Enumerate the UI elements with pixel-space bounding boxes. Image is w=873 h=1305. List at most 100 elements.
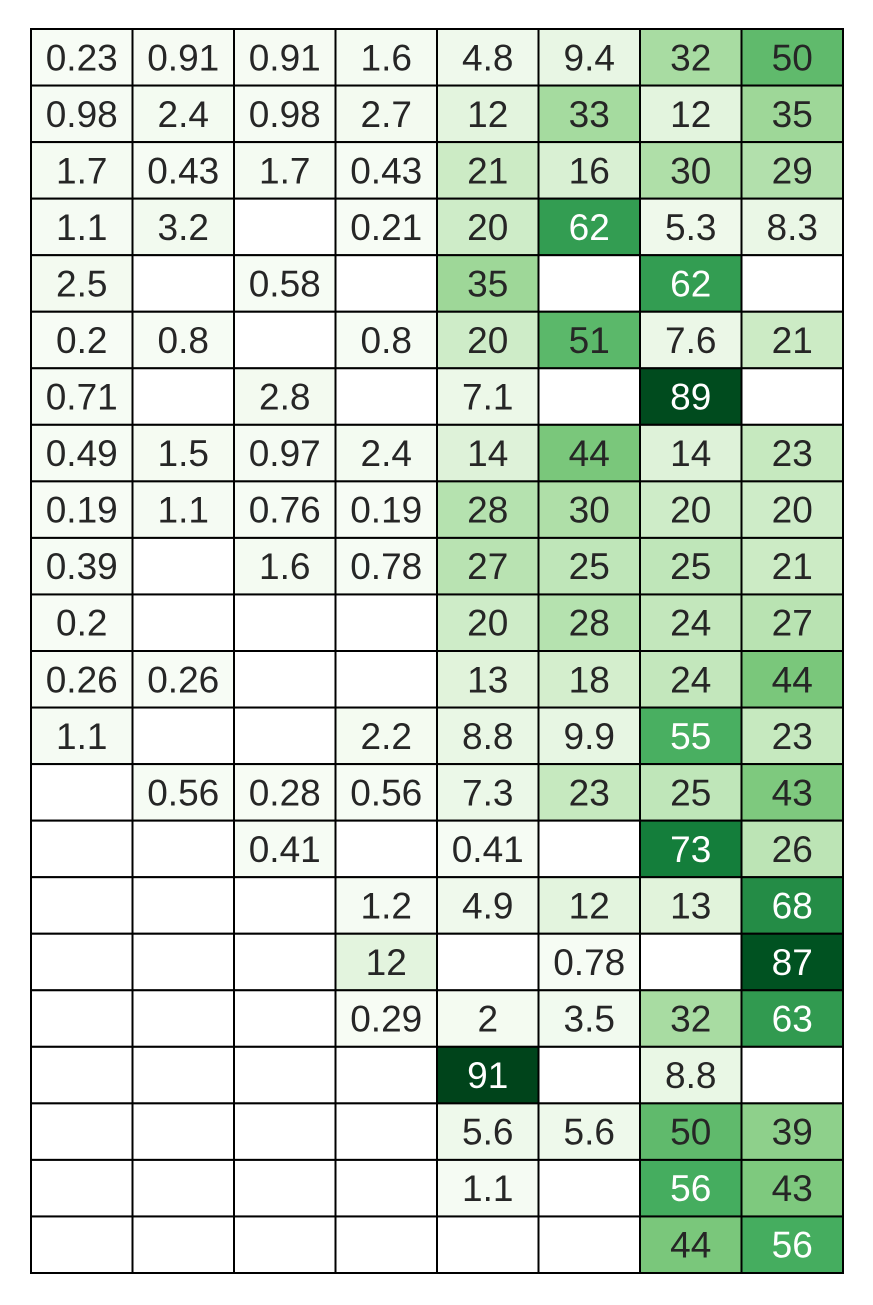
heatmap-cell-label: 28 (569, 603, 610, 644)
heatmap-cell-label: 0.41 (249, 829, 321, 870)
heatmap-cell-label: 68 (772, 885, 813, 926)
heatmap-cell-label: 0.58 (249, 263, 321, 304)
heatmap-cell-label: 56 (772, 1225, 813, 1266)
heatmap-cell (740, 1215, 844, 1275)
heatmap-cell (639, 141, 743, 200)
heatmap-cell-label: 23 (772, 433, 813, 474)
heatmap-cell-label: 0.2 (56, 320, 107, 361)
heatmap-cell (233, 1215, 337, 1275)
heatmap-cell (740, 989, 844, 1048)
heatmap-cell-label: 7.1 (462, 377, 513, 418)
heatmap-cell-label: 1.7 (259, 150, 310, 191)
heatmap-cell (30, 423, 134, 483)
heatmap-cell-label: 20 (467, 320, 508, 361)
heatmap-cell-label: 8.8 (462, 716, 513, 757)
heatmap-cell (537, 141, 641, 200)
heatmap-cell (639, 650, 743, 709)
heatmap-cell-label: 30 (670, 150, 711, 191)
heatmap-cell-label: 0.43 (147, 150, 219, 191)
heatmap-cell (131, 310, 235, 370)
heatmap-cell (436, 650, 540, 709)
heatmap-cell-label: 44 (569, 433, 610, 474)
heatmap-cell (740, 141, 844, 200)
heatmap-cell (334, 932, 438, 992)
heatmap-cell-label: 56 (670, 1168, 711, 1209)
heatmap-cell (740, 819, 844, 879)
heatmap-cell (30, 310, 134, 370)
heatmap-cell (233, 932, 337, 992)
heatmap-cell-label: 0.26 (147, 659, 219, 700)
heatmap-cell-label: 44 (670, 1225, 711, 1266)
heatmap-cell (639, 1158, 743, 1218)
heatmap-cell (537, 819, 641, 879)
heatmap-cell (334, 763, 438, 822)
heatmap-cell-label: 1.2 (361, 885, 412, 926)
heatmap-cell (233, 423, 337, 483)
heatmap-cell-label: 21 (772, 546, 813, 587)
heatmap-cell-label: 0.8 (361, 320, 412, 361)
heatmap-cell-label: 32 (670, 37, 711, 78)
heatmap-cell-label: 0.78 (350, 546, 422, 587)
heatmap-cell (740, 1102, 844, 1161)
heatmap-cell (639, 480, 743, 539)
heatmap-cell (131, 254, 235, 313)
heatmap-cell (131, 989, 235, 1048)
heatmap-cell (639, 536, 743, 596)
heatmap-cell-label: 8.8 (665, 1055, 716, 1096)
heatmap-cell (131, 593, 235, 652)
heatmap-cell (740, 310, 844, 370)
heatmap-cell (131, 1158, 235, 1218)
heatmap-cell-label: 1.1 (462, 1168, 513, 1209)
heatmap-cell-label: 2.5 (56, 263, 107, 304)
heatmap-cell-label: 30 (569, 490, 610, 531)
heatmap-cell (131, 480, 235, 539)
heatmap-cell-label: 9.4 (564, 37, 615, 78)
heatmap-cell (30, 932, 134, 992)
heatmap-cell-label: 43 (772, 772, 813, 813)
heatmap-cell (639, 1102, 743, 1161)
heatmap-cell-label: 1.6 (361, 37, 412, 78)
heatmap-cell (131, 1045, 235, 1105)
heatmap-cell-label: 20 (467, 207, 508, 248)
heatmap-cell (30, 480, 134, 539)
heatmap-cell-label: 0.76 (249, 490, 321, 531)
heatmap-cell (30, 989, 134, 1048)
heatmap-cell (233, 141, 337, 200)
heatmap-cell (537, 1158, 641, 1218)
heatmap-cell-label: 0.78 (553, 942, 625, 983)
heatmap-cell (233, 763, 337, 822)
heatmap-cell (131, 763, 235, 822)
heatmap-cell (334, 876, 438, 935)
heatmap-cell (740, 197, 844, 257)
heatmap-cell-label: 7.3 (462, 772, 513, 813)
heatmap-cell (334, 84, 438, 144)
heatmap-cell-label: 0.23 (46, 37, 118, 78)
heatmap-cell (30, 1045, 134, 1105)
heatmap-cell (334, 1158, 438, 1218)
heatmap-cell-label: 27 (772, 603, 813, 644)
heatmap-cell-label: 5.6 (564, 1112, 615, 1153)
heatmap-cell-label: 0.43 (350, 150, 422, 191)
heatmap-cell (233, 593, 337, 652)
heatmap-cell (30, 763, 134, 822)
heatmap-cell (233, 1045, 337, 1105)
heatmap-cell (436, 1215, 540, 1275)
heatmap-cells (30, 28, 844, 1275)
heatmap-cell (639, 819, 743, 879)
heatmap-cell (740, 84, 844, 144)
heatmap-cell-label: 33 (569, 94, 610, 135)
heatmap-cell-label: 12 (467, 94, 508, 135)
heatmap-cell-label: 1.1 (56, 716, 107, 757)
heatmap-cell (436, 141, 540, 200)
heatmap-cell-label: 62 (569, 207, 610, 248)
heatmap-cell-label: 73 (670, 829, 711, 870)
heatmap-cell-label: 44 (772, 659, 813, 700)
heatmap-cell-label: 26 (772, 829, 813, 870)
heatmap-cell-label: 1.1 (158, 490, 209, 531)
heatmap-cell (131, 1215, 235, 1275)
heatmap-cell-label: 4.9 (462, 885, 513, 926)
heatmap-cell-label: 5.6 (462, 1112, 513, 1153)
heatmap-cell-label: 62 (670, 263, 711, 304)
heatmap-cell-label: 18 (569, 659, 610, 700)
